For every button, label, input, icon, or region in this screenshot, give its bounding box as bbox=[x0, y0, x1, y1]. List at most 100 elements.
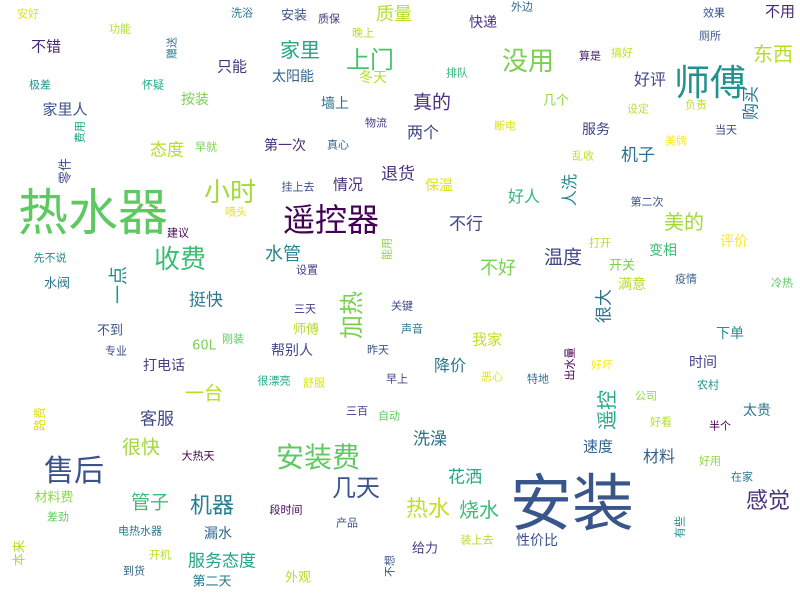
word: 按装 bbox=[181, 92, 209, 108]
word: 水管 bbox=[265, 244, 301, 265]
word: 管子 bbox=[130, 491, 170, 514]
word: 评价 bbox=[720, 234, 748, 250]
word: 退货 bbox=[381, 164, 415, 185]
word: 早就 bbox=[195, 140, 217, 154]
word: 排队 bbox=[446, 66, 468, 80]
word: 我家 bbox=[471, 330, 503, 349]
word: 师傅 bbox=[292, 322, 320, 338]
word: 下单 bbox=[716, 326, 744, 342]
word: 烧水 bbox=[459, 498, 499, 522]
word: 零件 bbox=[58, 157, 74, 185]
word: 专业 bbox=[105, 344, 127, 358]
word: 外观 bbox=[284, 570, 312, 586]
word: 遥控器 bbox=[282, 201, 380, 239]
word: 本来 bbox=[12, 539, 28, 567]
word: 墙上 bbox=[321, 96, 349, 112]
word: 冬天 bbox=[359, 70, 387, 86]
word: 到货 bbox=[123, 564, 145, 578]
word: 打电话 bbox=[143, 358, 185, 374]
word: 好用 bbox=[699, 454, 721, 468]
word: 态度 bbox=[150, 140, 184, 161]
word: 不想 bbox=[383, 555, 397, 577]
word: 设定 bbox=[627, 102, 649, 116]
word: 几个 bbox=[542, 93, 570, 109]
word: 装上去 bbox=[460, 533, 494, 547]
word: 漏水 bbox=[204, 526, 232, 542]
word: 降价 bbox=[433, 356, 467, 375]
word: 公司 bbox=[635, 389, 657, 403]
word: 很大 bbox=[594, 289, 615, 323]
word: 遥控 bbox=[595, 390, 619, 430]
word: 两个 bbox=[406, 123, 440, 142]
word: 60L bbox=[192, 338, 216, 354]
word: 质保 bbox=[318, 12, 340, 26]
word: 三百 bbox=[346, 404, 368, 418]
word: 第二次 bbox=[630, 195, 664, 209]
word: 喷头 bbox=[225, 205, 247, 219]
word: 真的 bbox=[412, 91, 452, 114]
word: 建议 bbox=[167, 226, 189, 240]
word: 上门 bbox=[346, 46, 394, 74]
word: 加热 bbox=[338, 291, 366, 339]
word: 水阀 bbox=[43, 276, 71, 292]
word: 开关 bbox=[608, 258, 636, 274]
word: 帮别人 bbox=[271, 343, 313, 359]
word: 很漂亮 bbox=[257, 374, 291, 388]
word: 服务 bbox=[582, 122, 610, 138]
word: 一台 bbox=[184, 382, 224, 405]
word: 质量 bbox=[376, 4, 412, 25]
word: 疫情 bbox=[675, 272, 697, 286]
word: 不到 bbox=[96, 323, 124, 339]
word: 热水器 bbox=[18, 184, 168, 242]
word: 厕所 bbox=[699, 29, 721, 43]
word: 外边 bbox=[511, 0, 533, 14]
word: 情况 bbox=[332, 175, 364, 194]
word: 自动 bbox=[378, 409, 400, 423]
word: 温度 bbox=[543, 246, 583, 269]
word: 不好 bbox=[480, 258, 516, 279]
word: 关键 bbox=[391, 299, 413, 313]
word: 性价比 bbox=[516, 533, 558, 549]
word: 第二天 bbox=[192, 574, 232, 590]
word: 材料 bbox=[642, 447, 676, 466]
word: 昨天 bbox=[367, 343, 389, 357]
word: 大热天 bbox=[181, 449, 215, 463]
word: 家里人 bbox=[42, 100, 88, 119]
word: 好评 bbox=[633, 70, 667, 89]
word: 段时间 bbox=[269, 503, 303, 517]
word: 真心 bbox=[327, 138, 349, 152]
word: 有些 bbox=[673, 516, 687, 538]
word: 感觉 bbox=[745, 489, 791, 514]
word: 在家 bbox=[731, 470, 753, 484]
word: 速度 bbox=[582, 437, 614, 456]
word: 洗浴 bbox=[231, 6, 253, 20]
word: 机子 bbox=[621, 145, 655, 166]
word: 当天 bbox=[715, 123, 737, 137]
word: 家里 bbox=[280, 38, 320, 62]
word: 安装费 bbox=[275, 441, 361, 474]
word: 打开 bbox=[589, 236, 611, 250]
word: 三天 bbox=[294, 302, 316, 316]
word: 功能 bbox=[109, 22, 131, 36]
word: 设置 bbox=[296, 263, 318, 277]
word: 收费 bbox=[153, 245, 207, 275]
word: 差劲 bbox=[47, 510, 69, 524]
word: 产品 bbox=[336, 516, 358, 530]
word: 极差 bbox=[29, 78, 51, 92]
word: 好坏 bbox=[591, 358, 613, 372]
word: 开机 bbox=[149, 548, 171, 562]
word: 电热水器 bbox=[118, 524, 162, 538]
word: 保温 bbox=[425, 178, 453, 194]
word: 太贵 bbox=[743, 403, 771, 419]
word: 很快 bbox=[121, 436, 161, 459]
word: 好人 bbox=[507, 187, 541, 206]
word: 第一次 bbox=[264, 138, 306, 154]
word: 费用 bbox=[73, 121, 87, 143]
word: 特地 bbox=[527, 372, 549, 386]
word: 不错 bbox=[30, 37, 62, 56]
word: 洗澡 bbox=[413, 429, 447, 450]
word: 半个 bbox=[709, 419, 731, 433]
word: 小时 bbox=[203, 178, 257, 208]
word: 不行 bbox=[449, 214, 483, 235]
